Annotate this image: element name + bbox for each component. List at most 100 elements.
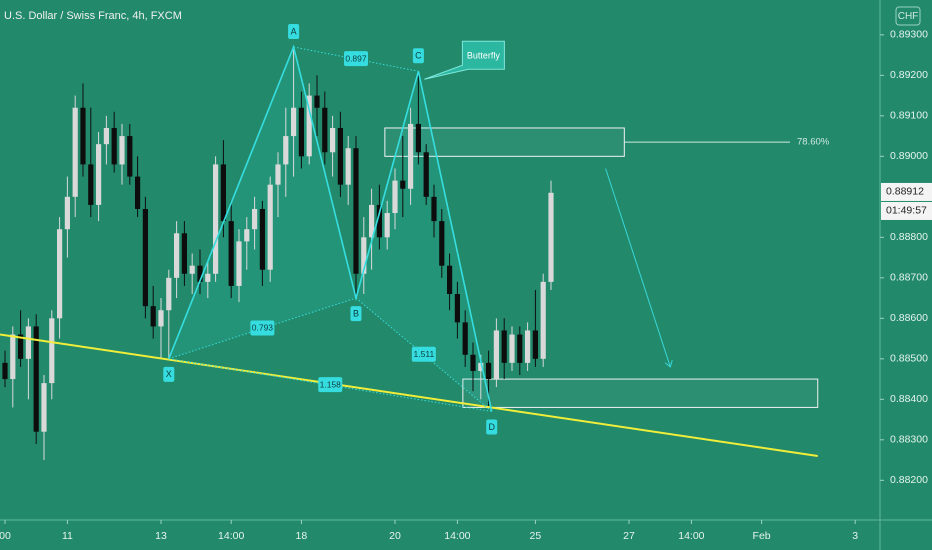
- candle-body: [446, 265, 453, 295]
- candle-body: [212, 164, 219, 274]
- ratio-label: 0.793: [252, 323, 274, 333]
- candle-body: [134, 176, 141, 209]
- candle-body: [400, 180, 406, 189]
- candle-body: [220, 164, 226, 222]
- candle-body: [2, 362, 8, 380]
- point-label: D: [488, 422, 495, 432]
- candle-body: [251, 208, 258, 230]
- ratio-label: 1.511: [414, 349, 435, 359]
- x-tick-label: 11: [62, 530, 73, 542]
- point-tag: [412, 48, 424, 64]
- point-label: B: [353, 308, 359, 318]
- x-tick-label: 25: [530, 530, 542, 542]
- candle-body: [103, 127, 109, 145]
- candle-body: [17, 334, 24, 359]
- candle-body: [524, 330, 531, 363]
- candle-body: [493, 330, 499, 380]
- candle-body: [150, 306, 156, 327]
- chart-title: U.S. Dollar / Swiss Franc, 4h, FXCM: [4, 10, 182, 22]
- candle-body: [119, 136, 125, 165]
- candle-body: [197, 265, 203, 282]
- pattern-name: Butterfly: [467, 51, 501, 61]
- x-tick-label: 18: [296, 530, 308, 542]
- candle-body: [392, 180, 398, 214]
- x-tick-label: 3: [852, 530, 858, 542]
- candle-body: [540, 281, 546, 359]
- ratio-label: 0.897: [345, 53, 367, 63]
- candle-body: [485, 362, 492, 380]
- point-label: A: [291, 26, 297, 36]
- candle-body: [228, 221, 234, 286]
- candle-body: [501, 330, 507, 363]
- candle-body: [127, 136, 133, 177]
- y-tick-label: 0.88800: [890, 231, 928, 243]
- candle-body: [290, 107, 297, 137]
- candle-body: [25, 326, 31, 359]
- x-tick-label: 13: [155, 530, 167, 542]
- point-label: C: [415, 51, 422, 61]
- callout: [424, 40, 505, 80]
- candle-body: [337, 127, 343, 185]
- currency-label[interactable]: CHF: [898, 11, 919, 22]
- candle-body: [95, 144, 102, 205]
- y-tick-label: 0.89300: [890, 29, 928, 41]
- x-tick-label: 00: [0, 530, 11, 542]
- point-tag: [288, 23, 300, 39]
- candle-body: [376, 204, 382, 238]
- candle-body: [532, 330, 538, 359]
- point-tag: [486, 419, 498, 435]
- countdown-tag: [881, 201, 932, 220]
- candle-body: [72, 107, 78, 197]
- candle-body: [283, 136, 289, 165]
- candle-body: [173, 233, 180, 278]
- candle-body: [353, 148, 359, 274]
- candle-body: [275, 164, 281, 185]
- point-tag: [350, 306, 362, 322]
- y-tick-label: 0.88200: [890, 474, 928, 486]
- candle-body: [478, 362, 484, 371]
- candle-body: [259, 208, 265, 270]
- y-tick-label: 0.89000: [890, 150, 928, 162]
- ratio-tag: [318, 377, 343, 393]
- zone: [462, 378, 819, 408]
- candle-body: [56, 229, 63, 319]
- candle-body: [80, 107, 86, 165]
- candle-body: [205, 273, 211, 282]
- candle-body: [470, 354, 476, 371]
- ratio-tag: [343, 51, 368, 67]
- candle-body: [236, 241, 242, 286]
- y-tick-label: 0.88700: [890, 272, 928, 284]
- x-tick-label: 14:00: [444, 530, 470, 542]
- candle-body: [244, 229, 250, 242]
- point-label: X: [166, 369, 172, 379]
- candle-body: [548, 192, 554, 282]
- candle-body: [361, 237, 367, 274]
- candle-body: [314, 95, 320, 108]
- candle-body: [111, 127, 117, 165]
- candle-body: [298, 107, 304, 157]
- candle-body: [368, 204, 375, 238]
- candle-body: [64, 196, 70, 230]
- price-label: 0.88912: [886, 186, 924, 198]
- ratio-tag: [250, 320, 275, 336]
- candle-body: [439, 221, 445, 266]
- candle-body: [431, 196, 437, 222]
- x-tick-label: Feb: [753, 530, 771, 542]
- candle-body: [33, 326, 39, 432]
- point-tag: [163, 366, 175, 382]
- candle-body: [158, 310, 164, 327]
- fib-label: 78.60%: [797, 137, 830, 148]
- currency-box[interactable]: [895, 6, 921, 26]
- y-tick-label: 0.89200: [890, 69, 928, 81]
- candle-body: [267, 184, 273, 270]
- candle-body: [462, 322, 468, 355]
- candle-body: [41, 383, 47, 432]
- candle-body: [181, 233, 187, 274]
- candle-body: [329, 127, 336, 153]
- projection-arrow: [605, 168, 671, 366]
- y-tick-label: 0.89100: [890, 110, 928, 122]
- candle-body: [415, 123, 421, 153]
- candle-body: [322, 107, 328, 153]
- candle-body: [166, 277, 172, 311]
